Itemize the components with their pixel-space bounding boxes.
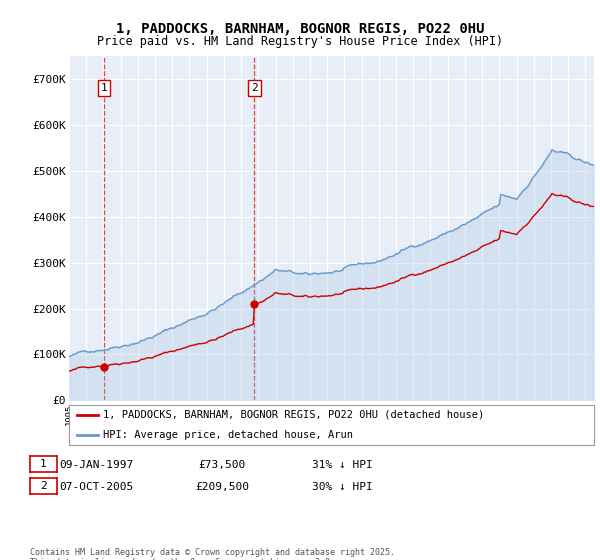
Text: 1: 1 [40, 459, 47, 469]
Text: 1, PADDOCKS, BARNHAM, BOGNOR REGIS, PO22 0HU: 1, PADDOCKS, BARNHAM, BOGNOR REGIS, PO22… [116, 22, 484, 36]
Text: 2: 2 [40, 481, 47, 491]
Text: £73,500: £73,500 [199, 460, 245, 470]
Text: Price paid vs. HM Land Registry's House Price Index (HPI): Price paid vs. HM Land Registry's House … [97, 35, 503, 48]
Text: 1: 1 [101, 83, 107, 93]
Text: 07-OCT-2005: 07-OCT-2005 [59, 482, 133, 492]
Text: 09-JAN-1997: 09-JAN-1997 [59, 460, 133, 470]
Text: 31% ↓ HPI: 31% ↓ HPI [311, 460, 373, 470]
Text: HPI: Average price, detached house, Arun: HPI: Average price, detached house, Arun [103, 430, 353, 440]
Text: 1, PADDOCKS, BARNHAM, BOGNOR REGIS, PO22 0HU (detached house): 1, PADDOCKS, BARNHAM, BOGNOR REGIS, PO22… [103, 410, 484, 420]
Text: Contains HM Land Registry data © Crown copyright and database right 2025.
This d: Contains HM Land Registry data © Crown c… [30, 548, 395, 560]
Text: £209,500: £209,500 [195, 482, 249, 492]
Text: 30% ↓ HPI: 30% ↓ HPI [311, 482, 373, 492]
Text: 2: 2 [251, 83, 258, 93]
